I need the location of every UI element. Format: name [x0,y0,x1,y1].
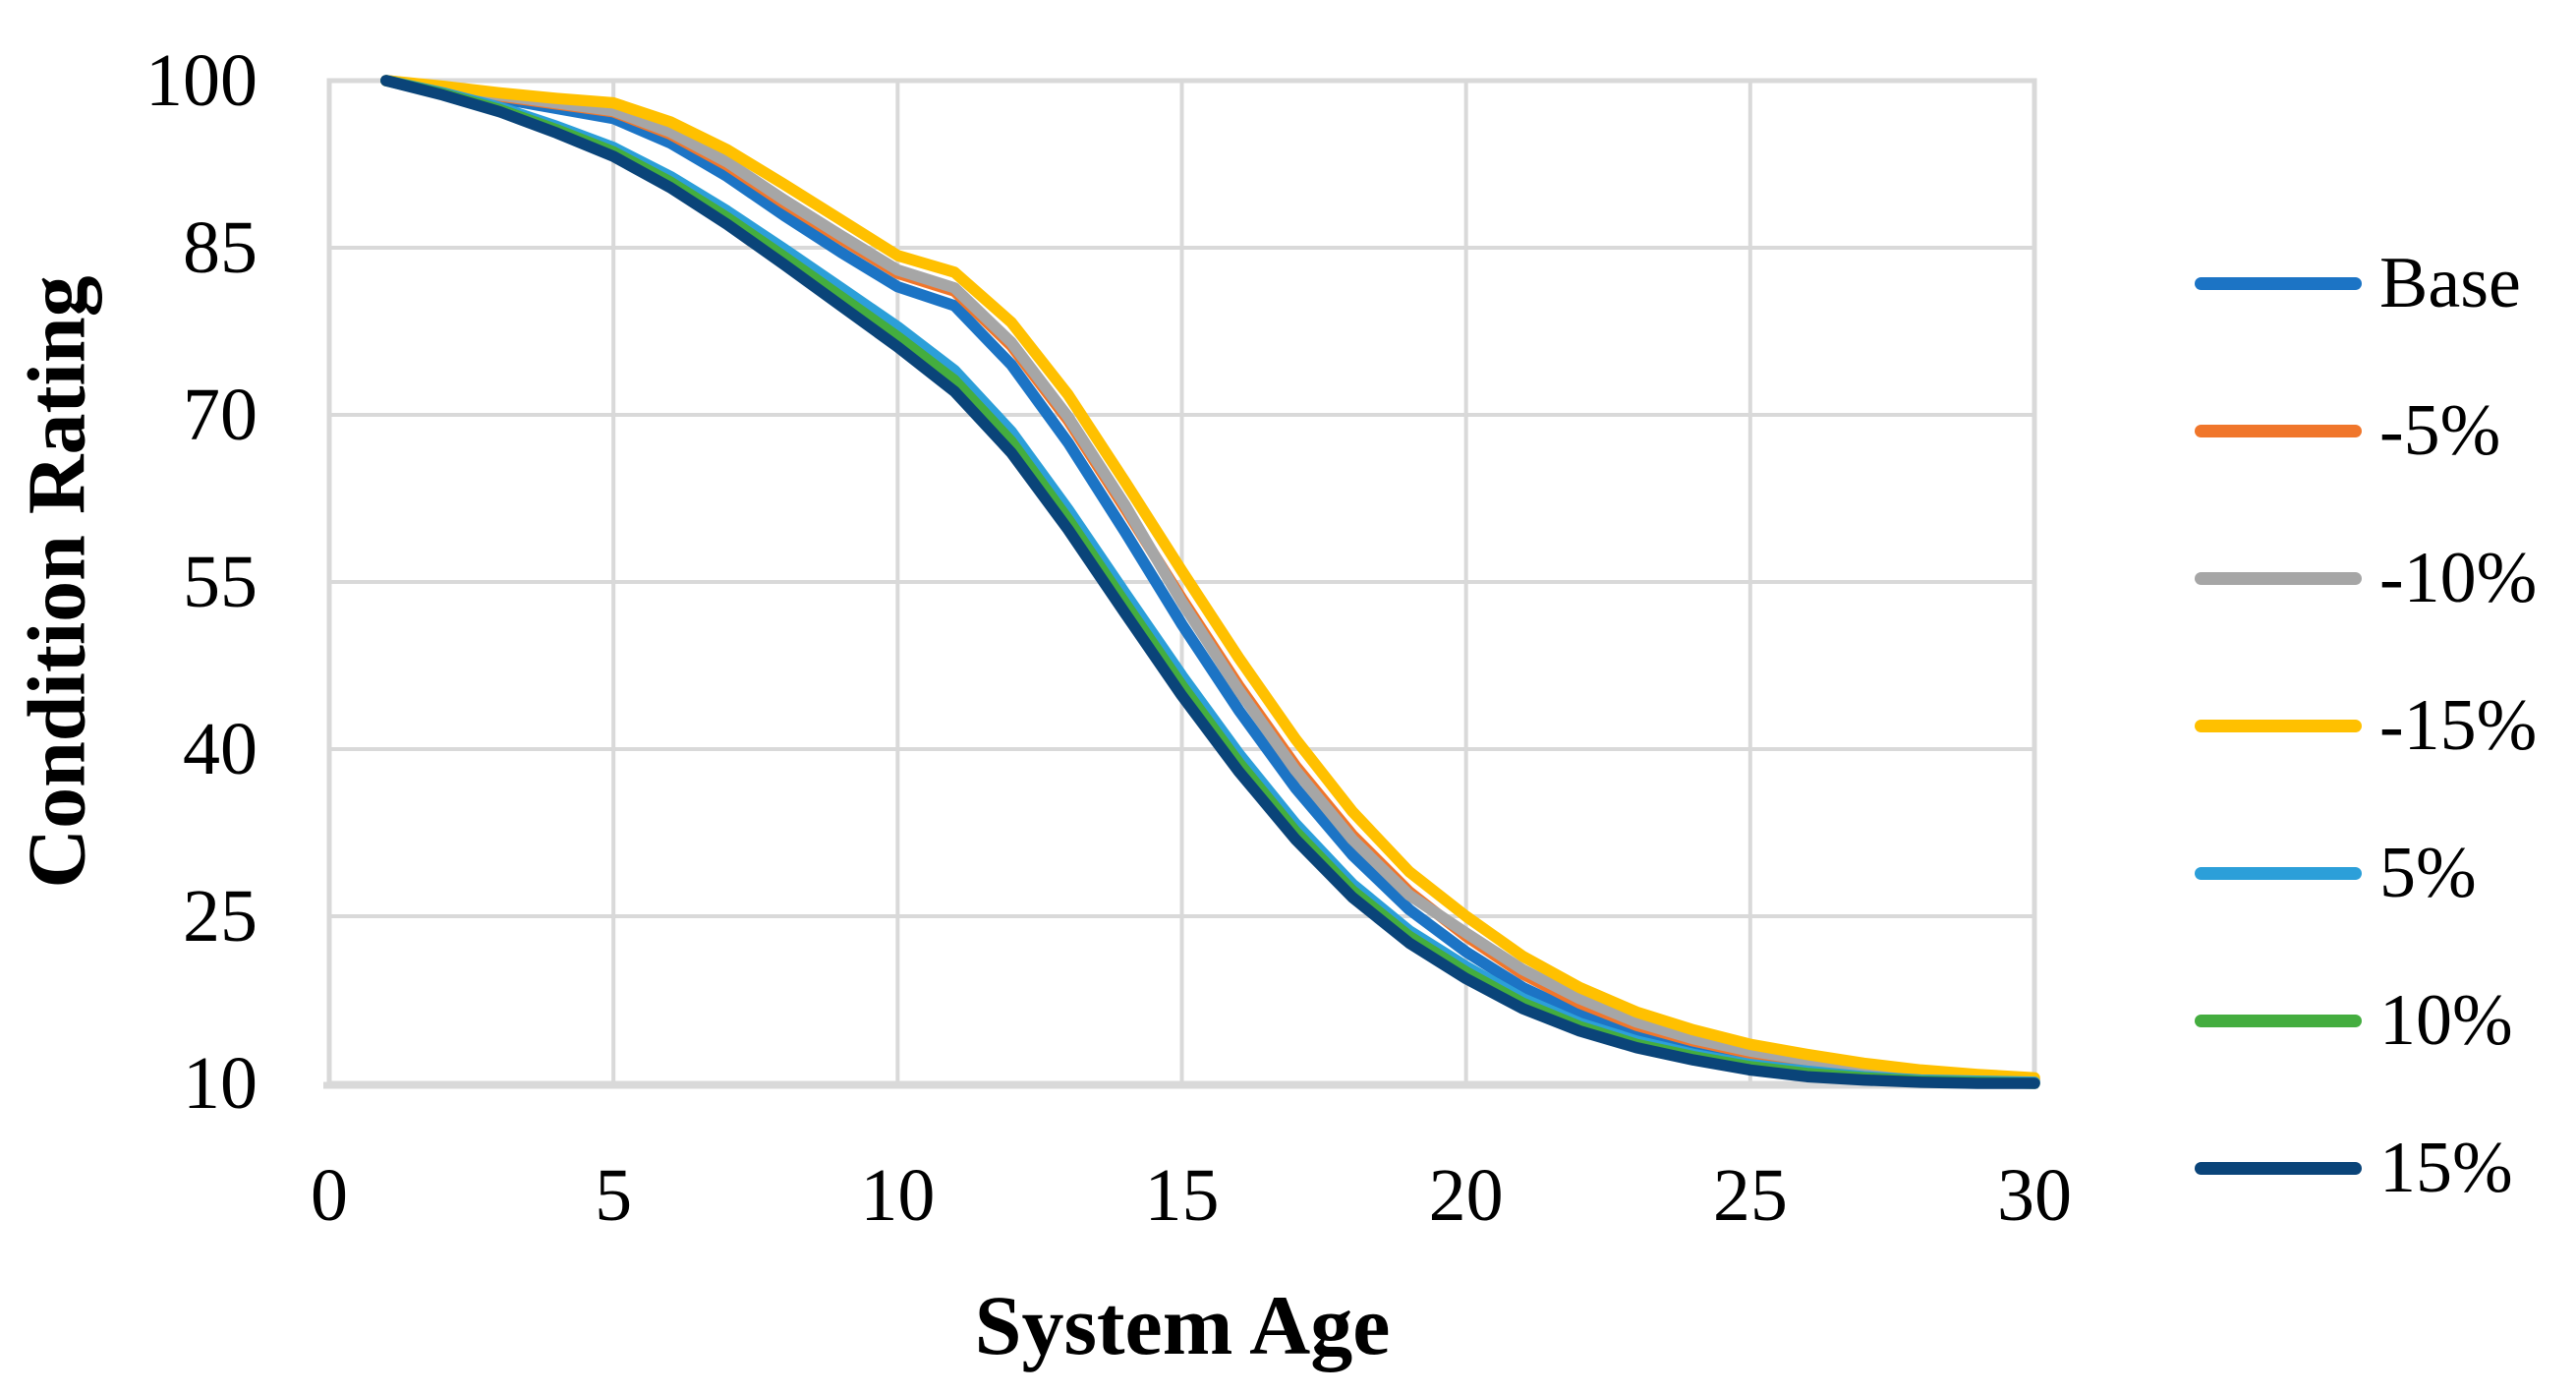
legend-label: -5% [2379,390,2501,471]
legend-swatch [2195,571,2362,585]
legend-label: 10% [2379,980,2513,1061]
y-tick-label: 10 [183,1042,258,1125]
legend-entry-Base: Base [2195,239,2521,327]
legend-entry-minus15pct: -15% [2195,681,2537,770]
x-tick-label: 15 [1144,1154,1220,1237]
x-axis-title: System Age [974,1278,1391,1372]
legend-swatch [2195,1161,2362,1175]
legend-swatch [2195,424,2362,437]
x-tick-label: 10 [860,1154,936,1237]
y-axis-title: Condition Rating [11,275,103,889]
series-line-15pct [380,75,2040,1089]
legend-label: 5% [2379,833,2477,913]
legend-entry-minus10pct: -10% [2195,534,2537,622]
legend-swatch [2195,276,2362,290]
legend-entry-15pct: 15% [2195,1124,2513,1212]
legend-entry-5pct: 5% [2195,829,2477,917]
x-tick-label: 25 [1712,1154,1788,1237]
x-tick-label: 5 [595,1154,633,1237]
legend-label: -10% [2379,538,2538,618]
series-line-minus10pct [380,75,2040,1085]
legend-label: -15% [2379,685,2538,766]
legend-entry-10pct: 10% [2195,976,2513,1065]
legend-label: Base [2379,243,2521,323]
x-tick-label: 20 [1428,1154,1504,1237]
x-tick-label: 0 [311,1154,348,1237]
y-tick-label: 85 [183,206,258,289]
series-line-minus15pct [380,75,2040,1084]
legend-entry-minus5pct: -5% [2195,386,2500,475]
legend-swatch [2195,1014,2362,1027]
y-tick-label: 70 [183,374,258,456]
y-tick-label: 55 [183,541,258,623]
legend-swatch [2195,719,2362,732]
y-tick-label: 25 [183,875,258,958]
legend-swatch [2195,866,2362,880]
y-tick-label: 100 [145,39,258,122]
x-tick-label: 30 [1997,1154,2072,1237]
legend-label: 15% [2379,1128,2513,1208]
y-tick-label: 40 [183,708,258,790]
